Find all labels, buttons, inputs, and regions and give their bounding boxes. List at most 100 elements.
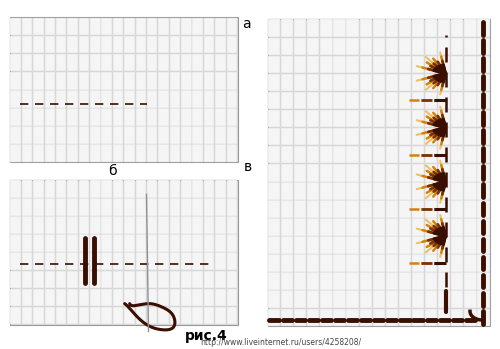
Bar xyxy=(113,270,124,288)
Bar xyxy=(10,72,21,90)
Bar xyxy=(451,290,464,308)
Bar xyxy=(147,144,158,162)
Bar xyxy=(425,182,437,200)
Bar xyxy=(170,54,180,72)
Bar xyxy=(268,236,280,254)
Bar xyxy=(170,72,180,90)
Bar xyxy=(147,289,158,306)
Bar xyxy=(158,126,169,144)
Bar xyxy=(215,126,226,144)
Bar xyxy=(226,72,237,90)
Bar xyxy=(425,254,437,272)
Bar xyxy=(386,92,398,109)
Bar xyxy=(192,54,203,72)
Bar xyxy=(438,128,450,146)
Bar xyxy=(56,252,66,270)
Bar xyxy=(346,309,358,326)
Bar xyxy=(346,218,358,236)
Bar xyxy=(226,54,237,72)
Bar xyxy=(320,309,332,326)
Bar xyxy=(438,110,450,127)
Bar xyxy=(334,236,345,254)
Bar xyxy=(307,38,320,55)
Bar xyxy=(192,234,203,252)
Bar xyxy=(451,20,464,37)
Bar xyxy=(372,110,385,127)
Bar xyxy=(399,55,411,73)
Bar xyxy=(78,252,89,270)
Bar xyxy=(425,110,437,127)
Bar xyxy=(412,290,424,308)
Bar xyxy=(33,289,43,306)
Bar xyxy=(102,54,112,72)
Bar xyxy=(425,55,437,73)
Bar xyxy=(147,180,158,198)
Bar xyxy=(307,236,320,254)
Bar xyxy=(464,38,476,55)
Bar xyxy=(464,290,476,308)
Text: б: б xyxy=(108,164,116,178)
Bar xyxy=(204,234,214,252)
Bar xyxy=(360,236,372,254)
Bar xyxy=(102,270,112,288)
Bar xyxy=(451,218,464,236)
Bar xyxy=(33,198,43,216)
Bar xyxy=(56,126,66,144)
Bar xyxy=(346,254,358,272)
Bar xyxy=(158,36,169,53)
Bar xyxy=(412,110,424,127)
Bar xyxy=(158,270,169,288)
Bar xyxy=(22,36,32,53)
Bar xyxy=(22,126,32,144)
Bar xyxy=(90,126,101,144)
Bar xyxy=(68,54,78,72)
Bar xyxy=(147,216,158,234)
Bar xyxy=(192,90,203,108)
Bar xyxy=(438,55,450,73)
Bar xyxy=(22,72,32,90)
Bar xyxy=(268,273,280,290)
Bar xyxy=(334,92,345,109)
Bar xyxy=(78,270,89,288)
Bar xyxy=(360,200,372,218)
Bar xyxy=(147,126,158,144)
Bar xyxy=(478,74,490,91)
Bar xyxy=(136,36,146,53)
Bar xyxy=(10,234,21,252)
Bar xyxy=(78,234,89,252)
Bar xyxy=(334,20,345,37)
Text: в: в xyxy=(244,159,252,173)
Bar xyxy=(136,307,146,324)
Bar xyxy=(78,54,89,72)
Bar xyxy=(44,144,55,162)
Bar xyxy=(136,234,146,252)
Bar xyxy=(412,273,424,290)
Bar xyxy=(181,216,192,234)
Bar xyxy=(68,36,78,53)
Bar xyxy=(44,18,55,35)
Bar xyxy=(464,182,476,200)
Bar xyxy=(372,38,385,55)
Bar xyxy=(204,216,214,234)
Bar xyxy=(464,55,476,73)
Bar xyxy=(124,72,134,90)
Bar xyxy=(451,309,464,326)
Bar xyxy=(102,307,112,324)
Bar xyxy=(294,254,306,272)
Bar xyxy=(33,144,43,162)
Bar xyxy=(22,90,32,108)
Bar xyxy=(181,18,192,35)
Bar xyxy=(226,252,237,270)
Bar xyxy=(136,90,146,108)
Bar xyxy=(268,290,280,308)
Bar xyxy=(478,309,490,326)
Bar xyxy=(147,270,158,288)
Bar xyxy=(334,38,345,55)
Bar xyxy=(215,289,226,306)
Bar xyxy=(294,92,306,109)
Bar xyxy=(294,128,306,146)
Bar xyxy=(399,254,411,272)
Bar xyxy=(438,273,450,290)
Bar xyxy=(113,198,124,216)
Bar xyxy=(438,290,450,308)
